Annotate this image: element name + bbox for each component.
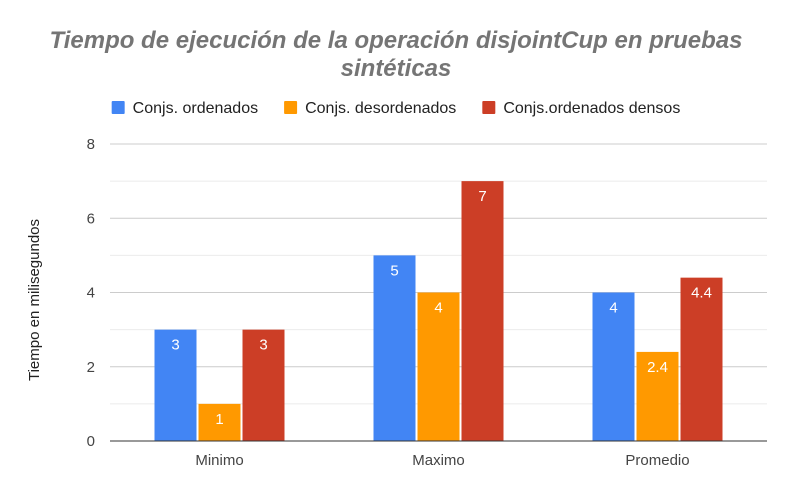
bar bbox=[461, 181, 504, 441]
legend-swatch bbox=[111, 101, 125, 114]
y-tick-label: 0 bbox=[87, 433, 95, 450]
legend-swatch bbox=[482, 101, 496, 114]
bar bbox=[417, 292, 460, 441]
bar-value-label: 3 bbox=[171, 337, 179, 354]
y-tick-label: 4 bbox=[87, 285, 95, 302]
legend-item: Conjs. desordenados bbox=[284, 100, 456, 117]
bar bbox=[242, 329, 285, 441]
legend-label: Conjs. desordenados bbox=[305, 100, 456, 117]
bars bbox=[154, 181, 723, 441]
bar-value-label: 4 bbox=[434, 300, 442, 317]
bar-value-label: 2.4 bbox=[647, 359, 668, 376]
legend: Conjs. ordenados Conjs. desordenados Conjs… bbox=[111, 100, 680, 117]
y-axis-label: Tiempo en milisegundos bbox=[26, 219, 43, 381]
legend-label: Conjs.ordenados densos bbox=[503, 100, 680, 117]
bar-value-label: 4 bbox=[609, 300, 617, 317]
y-tick-label: 6 bbox=[87, 210, 95, 227]
x-tick-label: Promedio bbox=[625, 452, 689, 469]
bar bbox=[680, 277, 723, 441]
bar-value-label: 7 bbox=[478, 188, 486, 205]
legend-swatch bbox=[284, 101, 298, 114]
bar bbox=[154, 329, 197, 441]
legend-label: Conjs. ordenados bbox=[133, 100, 258, 117]
bar-labels: 3 1 3 5 4 7 4 2.4 4.4 bbox=[171, 188, 712, 428]
y-tick-label: 8 bbox=[87, 136, 95, 153]
x-axis-ticks: Minimo Maximo Promedio bbox=[195, 452, 689, 469]
bar-value-label: 1 bbox=[215, 411, 223, 428]
legend-item: Conjs. ordenados bbox=[111, 100, 258, 117]
bar bbox=[592, 292, 635, 441]
y-tick-label: 2 bbox=[87, 359, 95, 376]
chart-title-line-2: sintéticas bbox=[341, 55, 452, 82]
bar bbox=[636, 351, 679, 441]
bar-value-label: 4.4 bbox=[691, 285, 712, 302]
bar bbox=[373, 255, 416, 441]
y-axis-ticks: 0 2 4 6 8 bbox=[87, 136, 95, 450]
bar-value-label: 5 bbox=[390, 262, 398, 279]
bar-value-label: 3 bbox=[259, 337, 267, 354]
legend-item: Conjs.ordenados densos bbox=[482, 100, 680, 117]
chart-title-line-1: Tiempo de ejecución de la operación disj… bbox=[49, 27, 742, 54]
bar bbox=[198, 403, 241, 441]
x-tick-label: Maximo bbox=[412, 452, 465, 469]
x-tick-label: Minimo bbox=[195, 452, 243, 469]
